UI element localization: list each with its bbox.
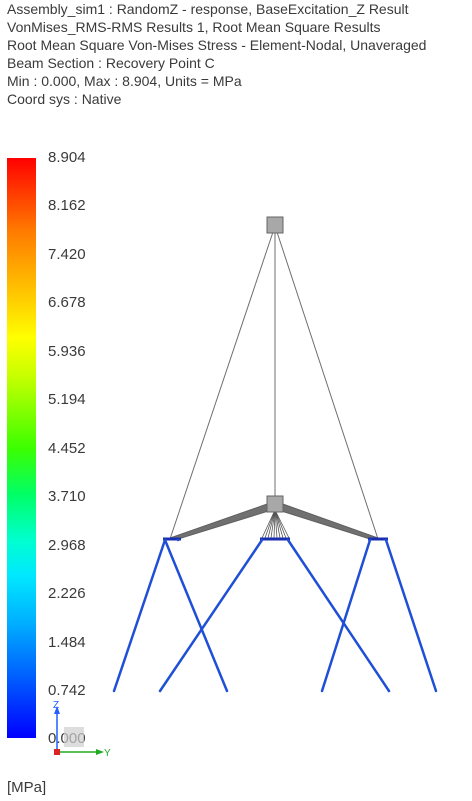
- legend-label-6: 4.452: [48, 440, 86, 457]
- legs: [112, 538, 438, 693]
- y-axis-label: Y: [104, 748, 111, 759]
- cable-left: [169, 225, 276, 540]
- link-left: [168, 502, 276, 541]
- legend-label-5: 5.194: [48, 391, 86, 408]
- coordinate-triad: Z Y: [53, 700, 111, 759]
- hub-node[interactable]: [266, 495, 284, 513]
- leg-left-2: [163, 538, 229, 693]
- triad-view-cube: [64, 727, 84, 747]
- header-line-coord-sys: Coord sys : Native: [7, 91, 122, 107]
- link-right: [274, 502, 380, 541]
- legend-label-1: 8.162: [48, 197, 86, 214]
- header-line-min-max: Min : 0.000, Max : 8.904, Units = MPa: [7, 73, 242, 89]
- legend-label-9: 2.226: [48, 585, 86, 602]
- header-line-beam-section: Beam Section : Recovery Point C: [7, 55, 215, 71]
- legend-label-4: 5.936: [48, 343, 86, 360]
- leg-right-2: [320, 538, 372, 693]
- z-axis-label: Z: [53, 700, 59, 711]
- color-legend-bar: [7, 158, 36, 738]
- legend-label-7: 3.710: [48, 488, 86, 505]
- cable-right: [274, 225, 379, 540]
- legend-label-3: 6.678: [48, 294, 86, 311]
- header-line-assembly: Assembly_sim1 : RandomZ - response, Base…: [7, 1, 409, 17]
- leg-center-2: [286, 538, 391, 693]
- top-node[interactable]: [266, 216, 284, 234]
- legend-label-0: 8.904: [48, 149, 86, 166]
- legend-label-2: 7.420: [48, 246, 86, 263]
- legend-label-10: 1.484: [48, 634, 86, 651]
- result-header: Assembly_sim1 : RandomZ - response, Base…: [7, 0, 472, 108]
- legend-label-11: 0.742: [48, 682, 86, 699]
- leg-right-1: [384, 538, 438, 693]
- center-fan: [261, 509, 290, 539]
- suspension-cables: [169, 225, 379, 540]
- legend-label-8: 2.968: [48, 537, 86, 554]
- origin-icon: [54, 749, 60, 755]
- legend-unit-label: [MPa]: [7, 779, 47, 796]
- header-line-stress-type: Root Mean Square Von-Mises Stress - Elem…: [7, 37, 427, 53]
- leg-left-1: [112, 538, 167, 693]
- leg-center-1: [158, 538, 264, 693]
- header-line-results: VonMises_RMS-RMS Results 1, Root Mean Sq…: [7, 19, 381, 35]
